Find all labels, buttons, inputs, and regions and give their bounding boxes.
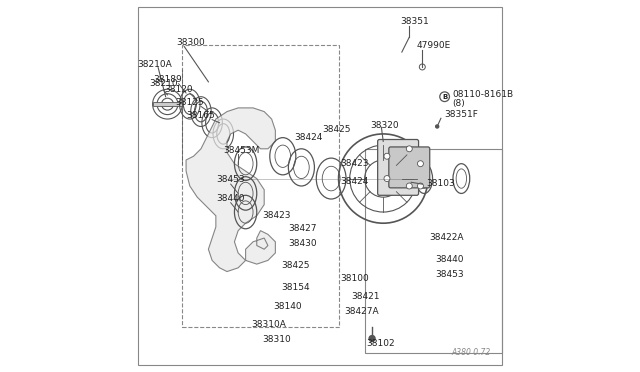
Text: 38440: 38440 <box>435 255 464 264</box>
Text: 38427: 38427 <box>289 224 317 232</box>
Text: 38351F: 38351F <box>445 110 479 119</box>
FancyBboxPatch shape <box>378 140 419 195</box>
Text: 38423: 38423 <box>340 158 369 167</box>
FancyBboxPatch shape <box>389 147 429 188</box>
Text: 38425: 38425 <box>322 125 350 134</box>
Text: 38440: 38440 <box>216 194 244 203</box>
Text: 38140: 38140 <box>273 302 302 311</box>
Text: 38453: 38453 <box>216 175 244 184</box>
Text: 38310A: 38310A <box>251 320 286 329</box>
Text: 38189: 38189 <box>153 75 182 84</box>
Text: (8): (8) <box>452 99 465 108</box>
Text: 38120: 38120 <box>164 84 193 93</box>
Text: 38424: 38424 <box>294 132 323 141</box>
Circle shape <box>384 153 390 159</box>
Text: 38453M: 38453M <box>223 145 260 154</box>
Text: 38351: 38351 <box>400 17 429 26</box>
Text: 38427A: 38427A <box>344 307 379 316</box>
Text: 38423: 38423 <box>262 211 291 219</box>
Circle shape <box>435 124 440 129</box>
Circle shape <box>417 161 424 167</box>
Text: 38422A: 38422A <box>429 233 464 242</box>
Text: 38100: 38100 <box>340 274 369 283</box>
Text: 38210: 38210 <box>150 78 178 87</box>
Text: 38210A: 38210A <box>137 60 172 69</box>
Circle shape <box>406 146 412 152</box>
Text: 38102: 38102 <box>367 339 395 348</box>
Circle shape <box>417 183 424 189</box>
Text: 38424: 38424 <box>340 177 369 186</box>
Circle shape <box>409 180 413 185</box>
Text: 38154: 38154 <box>281 283 310 292</box>
Text: 38300: 38300 <box>177 38 205 46</box>
Text: 38453: 38453 <box>435 270 464 279</box>
Text: B: B <box>442 94 447 100</box>
Text: 38165: 38165 <box>187 111 215 120</box>
Text: 47990E: 47990E <box>417 41 451 50</box>
Text: 08110-8161B: 08110-8161B <box>452 90 513 99</box>
Text: 38103: 38103 <box>426 179 455 188</box>
Text: 38430: 38430 <box>289 238 317 247</box>
Circle shape <box>406 183 412 189</box>
Circle shape <box>369 336 375 341</box>
Text: 38310: 38310 <box>262 335 291 344</box>
Text: 38125: 38125 <box>175 98 204 107</box>
Text: 38421: 38421 <box>351 292 380 301</box>
Bar <box>152 102 182 106</box>
Text: 38425: 38425 <box>281 261 310 270</box>
Polygon shape <box>186 108 275 272</box>
Text: A380 0.72: A380 0.72 <box>452 348 491 357</box>
Circle shape <box>384 176 390 182</box>
Text: 38320: 38320 <box>370 121 399 130</box>
